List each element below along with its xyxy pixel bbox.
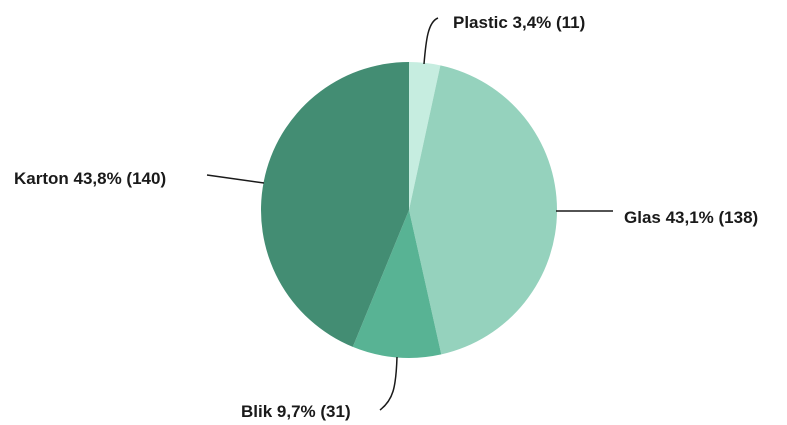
label-karton: Karton 43,8% (140) [14, 169, 166, 188]
label-blik: Blik 9,7% (31) [241, 402, 351, 421]
leader-line-blik [379, 356, 398, 411]
leader-line-plastic [423, 17, 439, 65]
label-glas: Glas 43,1% (138) [624, 208, 758, 227]
leader-line-karton [206, 174, 265, 184]
pie-slice-karton [260, 61, 409, 347]
pie-slice-plastic [409, 62, 441, 210]
pie-slice-blik [352, 210, 442, 358]
pie-slice-glas [409, 65, 557, 355]
label-plastic: Plastic 3,4% (11) [453, 13, 585, 32]
leader-lines [206, 17, 613, 411]
pie-slices [260, 61, 557, 358]
slice-labels: Plastic 3,4% (11) Glas 43,1% (138) Blik … [14, 13, 758, 421]
